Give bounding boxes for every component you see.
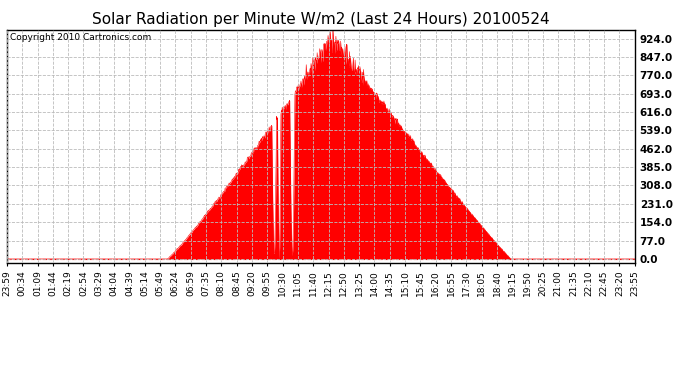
Title: Solar Radiation per Minute W/m2 (Last 24 Hours) 20100524: Solar Radiation per Minute W/m2 (Last 24… [92, 12, 550, 27]
Text: Copyright 2010 Cartronics.com: Copyright 2010 Cartronics.com [10, 33, 151, 42]
